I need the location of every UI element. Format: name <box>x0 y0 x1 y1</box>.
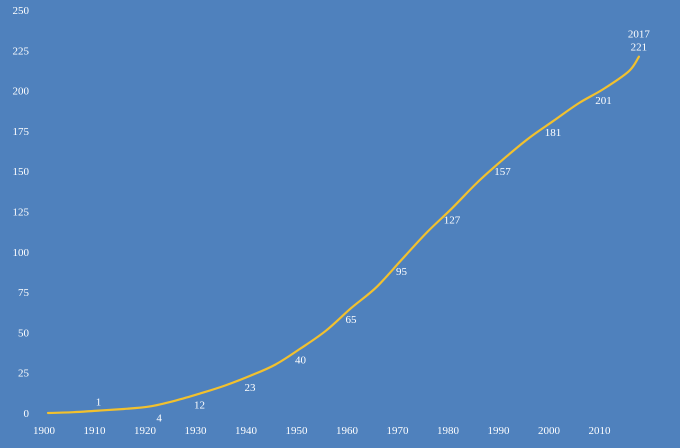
data-label: 12 <box>194 400 205 412</box>
x-tick-label: 2010 <box>589 425 612 437</box>
y-tick-label: 150 <box>13 166 30 178</box>
y-tick-label: 75 <box>18 287 30 299</box>
data-label: 201 <box>595 95 612 107</box>
y-tick-label: 50 <box>18 327 30 339</box>
y-tick-label: 125 <box>13 207 30 219</box>
data-label: 181 <box>545 127 562 139</box>
x-tick-label: 1980 <box>437 425 460 437</box>
x-tick-label: 1960 <box>336 425 359 437</box>
data-label: 65 <box>346 314 358 326</box>
x-tick-label: 1950 <box>286 425 309 437</box>
data-label: 157 <box>494 166 511 178</box>
y-tick-label: 250 <box>13 5 30 17</box>
data-label: 23 <box>245 382 257 394</box>
y-tick-label: 25 <box>18 368 30 380</box>
data-label: 40 <box>295 355 307 367</box>
x-tick-label: 1940 <box>235 425 258 437</box>
x-tick-label: 1970 <box>387 425 410 437</box>
x-tick-label: 1930 <box>185 425 208 437</box>
y-tick-label: 0 <box>24 408 30 420</box>
data-label: 127 <box>444 214 461 226</box>
series-line <box>46 55 640 415</box>
data-label: 95 <box>396 266 408 278</box>
x-tick-label: 2000 <box>538 425 561 437</box>
x-tick-label: 1920 <box>134 425 157 437</box>
x-axis-tick-labels: 1900 1910 1920 1930 1940 1950 1960 1970 1980 1990… <box>33 425 611 437</box>
data-label: 1 <box>96 396 102 408</box>
data-label: 4 <box>156 413 162 425</box>
x-tick-label: 1910 <box>84 425 107 437</box>
data-label: 2017 221 <box>628 29 651 54</box>
x-tick-label: 1990 <box>488 425 511 437</box>
y-tick-label: 175 <box>13 126 30 138</box>
y-tick-label: 225 <box>13 45 30 57</box>
y-axis-tick-labels: 0 25 50 75 100 125 150 175 200 225 250 <box>13 5 30 420</box>
y-tick-label: 100 <box>13 247 30 259</box>
x-tick-label: 1900 <box>33 425 56 437</box>
y-tick-label: 200 <box>13 86 30 98</box>
data-labels: 1 4 12 23 40 65 95 127 157 181 201 2017 221 <box>96 29 651 425</box>
